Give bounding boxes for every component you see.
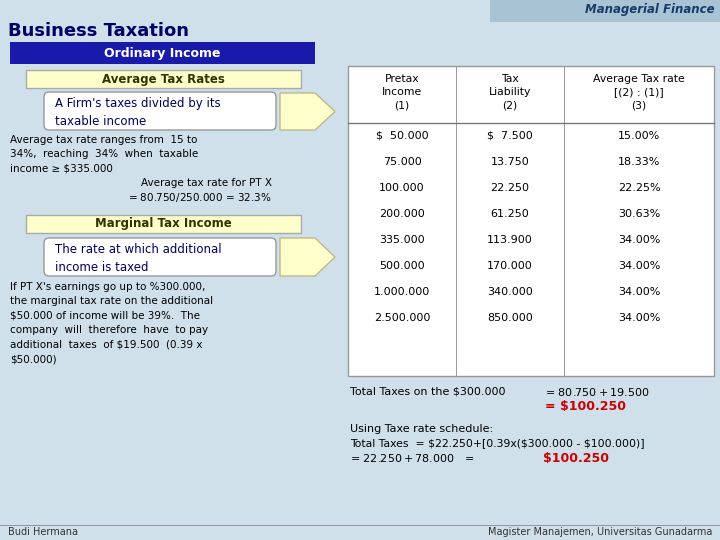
Text: 500.000: 500.000 [379,261,425,271]
Text: Tax: Tax [501,74,519,84]
Text: 34.00%: 34.00% [618,313,660,323]
Text: Total Taxes  = $22.250+[0.39x($300.000 - $100.000)]: Total Taxes = $22.250+[0.39x($300.000 - … [350,438,644,448]
FancyBboxPatch shape [44,238,276,276]
Text: 100.000: 100.000 [379,183,425,193]
Text: 13.750: 13.750 [490,157,529,167]
Text: 61.250: 61.250 [490,209,529,219]
Text: If PT X's earnings go up to %300.000,
the marginal tax rate on the additional
$5: If PT X's earnings go up to %300.000, th… [10,282,213,364]
Text: (1): (1) [395,100,410,110]
Text: Average Tax rate: Average Tax rate [593,74,685,84]
Text: 2.500.000: 2.500.000 [374,313,430,323]
Text: 22.25%: 22.25% [618,183,660,193]
Text: 30.63%: 30.63% [618,209,660,219]
Text: 22.250: 22.250 [490,183,529,193]
Text: 34.00%: 34.00% [618,287,660,297]
Text: $100.250: $100.250 [543,452,609,465]
Text: Average tax rate for PT X: Average tax rate for PT X [141,178,272,188]
Text: 200.000: 200.000 [379,209,425,219]
Text: 335.000: 335.000 [379,235,425,245]
FancyBboxPatch shape [348,66,714,376]
Text: 340.000: 340.000 [487,287,533,297]
Text: Marginal Tax Income: Marginal Tax Income [94,218,231,231]
Text: 15.00%: 15.00% [618,131,660,141]
FancyBboxPatch shape [490,0,720,22]
Text: Managerial Finance: Managerial Finance [585,3,715,16]
Text: = $100.250: = $100.250 [545,400,626,413]
Polygon shape [280,93,335,130]
Text: The rate at which additional
income is taxed: The rate at which additional income is t… [55,243,222,274]
Text: Total Taxes on the $300.000: Total Taxes on the $300.000 [350,386,505,396]
FancyBboxPatch shape [10,42,315,64]
Text: Budi Hermana: Budi Hermana [8,527,78,537]
Text: (2): (2) [503,100,518,110]
Text: Average tax rate ranges from  15 to
34%,  reaching  34%  when  taxable
income ≥ : Average tax rate ranges from 15 to 34%, … [10,135,198,174]
Text: $  7.500: $ 7.500 [487,131,533,141]
Text: 113.900: 113.900 [487,235,533,245]
Text: 850.000: 850.000 [487,313,533,323]
Text: Using Taxe rate schedule:: Using Taxe rate schedule: [350,424,493,434]
Text: Income: Income [382,87,422,97]
Text: A Firm's taxes divided by its
taxable income: A Firm's taxes divided by its taxable in… [55,97,221,128]
FancyBboxPatch shape [26,70,301,88]
Text: Ordinary Income: Ordinary Income [104,46,220,59]
Polygon shape [280,238,335,276]
Text: Business Taxation: Business Taxation [8,22,189,40]
Text: Pretax: Pretax [384,74,419,84]
Text: $  50.000: $ 50.000 [376,131,428,141]
Text: = $22.250+$78.000   =: = $22.250+$78.000 = [350,452,474,464]
Text: 34.00%: 34.00% [618,261,660,271]
Text: 1.000.000: 1.000.000 [374,287,430,297]
FancyBboxPatch shape [44,92,276,130]
Text: Average Tax Rates: Average Tax Rates [102,72,225,85]
Text: [(2) : (1)]: [(2) : (1)] [614,87,664,97]
Text: = $80.750 /  $250.000 = 32.3%: = $80.750 / $250.000 = 32.3% [128,191,272,204]
Text: Magister Manajemen, Universitas Gunadarma: Magister Manajemen, Universitas Gunadarm… [487,527,712,537]
FancyBboxPatch shape [26,215,301,233]
Text: Liability: Liability [489,87,531,97]
Text: 170.000: 170.000 [487,261,533,271]
Text: 34.00%: 34.00% [618,235,660,245]
Text: 18.33%: 18.33% [618,157,660,167]
Text: (3): (3) [631,100,647,110]
Text: = $80.750+$19.500: = $80.750+$19.500 [545,386,649,398]
Text: 75.000: 75.000 [382,157,421,167]
